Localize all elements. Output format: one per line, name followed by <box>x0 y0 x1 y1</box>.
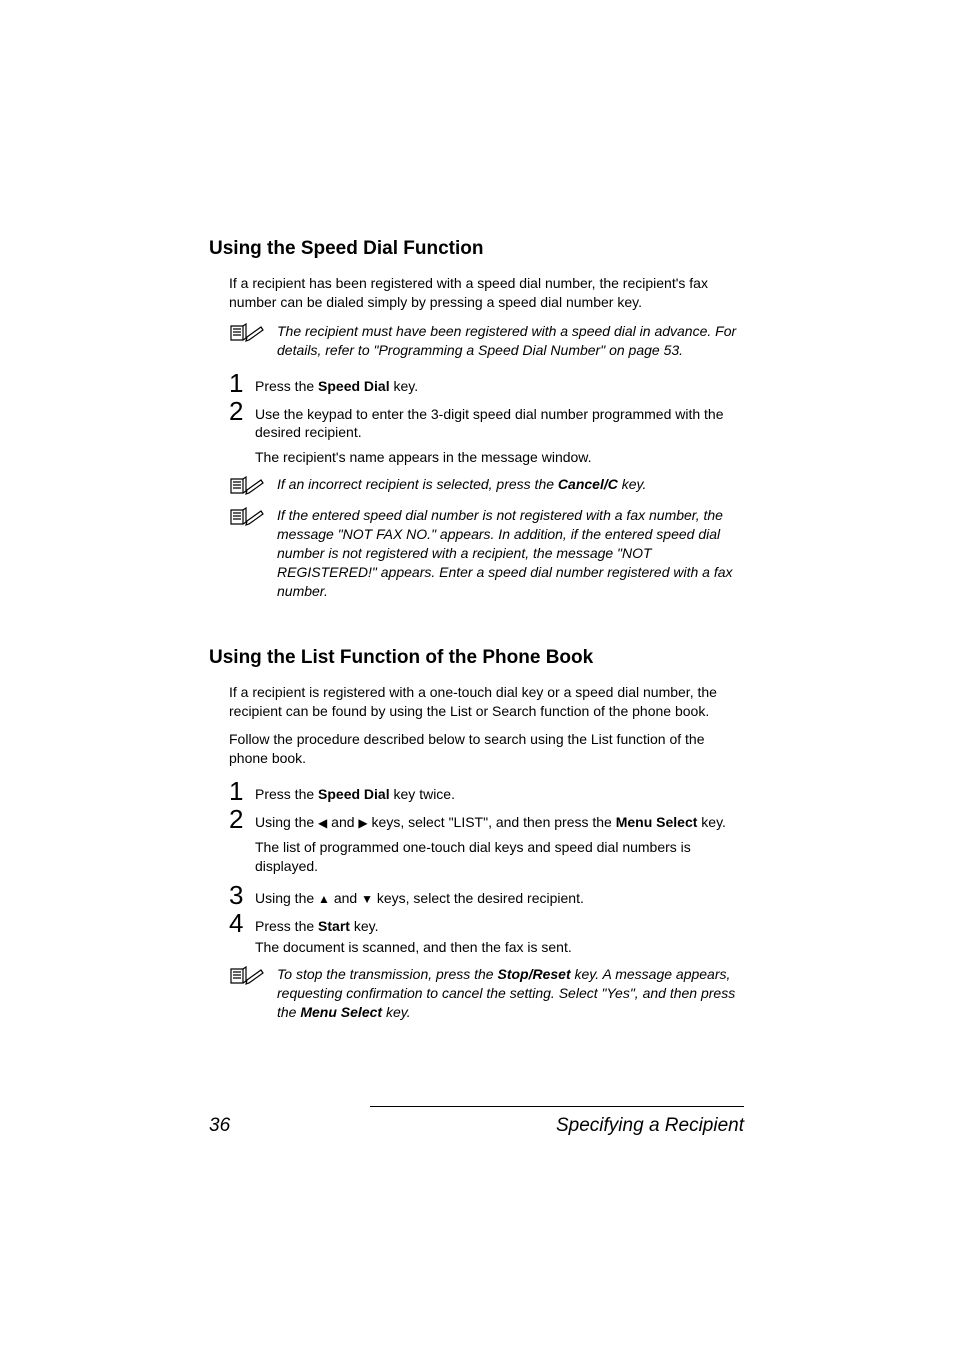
step-body-4b: Press the Start key. <box>255 910 378 936</box>
note-bold: Cancel/C <box>558 476 618 492</box>
step-text: Press the <box>255 378 318 394</box>
note-text-part: key. <box>382 1004 411 1020</box>
note-block-3: If the entered speed dial number is not … <box>229 506 744 600</box>
footer-rule <box>370 1106 744 1107</box>
step-number-4b: 4 <box>229 910 255 936</box>
step-number-2b: 2 <box>229 806 255 832</box>
step-1b: 1 Press the Speed Dial key twice. <box>229 778 744 804</box>
note-icon <box>229 476 265 496</box>
note-block-4: To stop the transmission, press the Stop… <box>229 965 744 1022</box>
step-text: Using the <box>255 814 318 830</box>
note-text-part: key. <box>618 476 647 492</box>
step-body-1b: Press the Speed Dial key twice. <box>255 778 455 804</box>
step-bold: Menu Select <box>616 814 698 830</box>
note-text-3: If the entered speed dial number is not … <box>277 506 744 600</box>
note-block-2: If an incorrect recipient is selected, p… <box>229 475 744 496</box>
step-2: 2 Use the keypad to enter the 3-digit sp… <box>229 398 744 443</box>
step-text: keys, select "LIST", and then press the <box>368 814 616 830</box>
step-text: and <box>330 890 361 906</box>
step-number-1b: 1 <box>229 778 255 804</box>
step-number-2: 2 <box>229 398 255 424</box>
note-text-1: The recipient must have been registered … <box>277 322 744 360</box>
step-text: Using the <box>255 890 318 906</box>
step-body-1: Press the Speed Dial key. <box>255 370 418 396</box>
down-arrow-icon: ▼ <box>361 891 373 907</box>
step-4b: 4 Press the Start key. <box>229 910 744 936</box>
note-bold: Menu Select <box>300 1004 382 1020</box>
step-2b: 2 Using the ◀ and ▶ keys, select "LIST",… <box>229 806 744 832</box>
step-text: key. <box>697 814 726 830</box>
footer: 36 Specifying a Recipient <box>209 1115 744 1137</box>
step-2b-subline: The list of programmed one-touch dial ke… <box>255 838 744 876</box>
footer-title: Specifying a Recipient <box>556 1115 744 1137</box>
note-icon <box>229 507 265 527</box>
note-text-4: To stop the transmission, press the Stop… <box>277 965 744 1022</box>
step-text: Press the <box>255 786 318 802</box>
step-body-3b: Using the ▲ and ▼ keys, select the desir… <box>255 882 584 908</box>
step-text: key. <box>390 378 419 394</box>
section-heading-speed-dial: Using the Speed Dial Function <box>209 238 744 260</box>
note-text-part: If an incorrect recipient is selected, p… <box>277 476 558 492</box>
note-icon <box>229 323 265 343</box>
intro-paragraph-2a: If a recipient is registered with a one-… <box>229 683 744 721</box>
intro-paragraph-1: If a recipient has been registered with … <box>229 274 744 312</box>
note-text-part: To stop the transmission, press the <box>277 966 497 982</box>
note-bold: Stop/Reset <box>497 966 570 982</box>
note-block-1: The recipient must have been registered … <box>229 322 744 360</box>
step-2-subline: The recipient's name appears in the mess… <box>255 448 744 467</box>
step-text: Press the <box>255 918 318 934</box>
step-text: key twice. <box>390 786 455 802</box>
page-number: 36 <box>209 1115 230 1137</box>
intro-paragraph-2b: Follow the procedure described below to … <box>229 730 744 768</box>
step-4b-subline: The document is scanned, and then the fa… <box>255 938 744 957</box>
step-body-2: Use the keypad to enter the 3-digit spee… <box>255 398 744 443</box>
left-arrow-icon: ◀ <box>318 815 327 831</box>
note-text-2: If an incorrect recipient is selected, p… <box>277 475 646 494</box>
step-number-3b: 3 <box>229 882 255 908</box>
step-1: 1 Press the Speed Dial key. <box>229 370 744 396</box>
up-arrow-icon: ▲ <box>318 891 330 907</box>
right-arrow-icon: ▶ <box>358 815 367 831</box>
step-bold: Start <box>318 918 350 934</box>
step-bold: Speed Dial <box>318 378 390 394</box>
step-number-1: 1 <box>229 370 255 396</box>
step-bold: Speed Dial <box>318 786 390 802</box>
section-heading-list-function: Using the List Function of the Phone Boo… <box>209 647 744 669</box>
step-body-2b: Using the ◀ and ▶ keys, select "LIST", a… <box>255 806 726 832</box>
step-text: keys, select the desired recipient. <box>373 890 584 906</box>
step-text: and <box>327 814 358 830</box>
step-text: key. <box>350 918 379 934</box>
note-icon <box>229 966 265 986</box>
step-3b: 3 Using the ▲ and ▼ keys, select the des… <box>229 882 744 908</box>
